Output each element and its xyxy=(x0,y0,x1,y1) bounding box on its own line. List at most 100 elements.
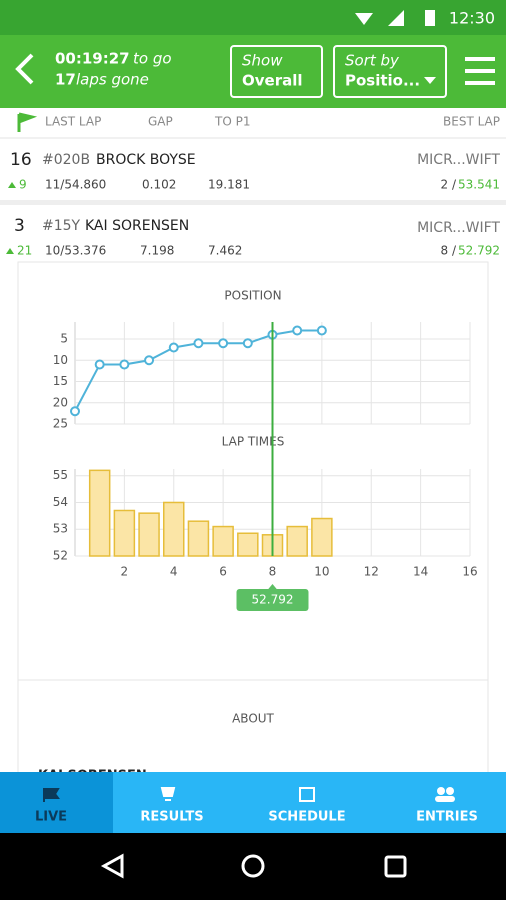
x-tick-label: 2 xyxy=(121,565,129,579)
y-tick-label: 25 xyxy=(53,417,68,431)
position-point xyxy=(242,338,253,349)
position-point xyxy=(119,359,130,370)
up-arrow xyxy=(8,182,16,188)
rider-row[interactable]: 3 #15Y KAI SORENSEN MICR...WIFT 21 10/53… xyxy=(6,216,500,258)
y-tick-label: 55 xyxy=(53,468,68,482)
last-lap: 10/53.376 xyxy=(45,244,106,258)
menu-bar xyxy=(465,69,495,73)
menu-bar xyxy=(465,81,495,85)
tab-icon xyxy=(160,787,176,801)
up-arrow xyxy=(6,248,14,254)
y-tick-label: 54 xyxy=(53,495,68,509)
lap-bar xyxy=(138,512,160,557)
tab-icon xyxy=(446,787,454,795)
to-p1: 19.181 xyxy=(208,178,250,192)
position-point xyxy=(168,342,179,353)
about-title: ABOUT xyxy=(232,712,274,726)
column-header xyxy=(0,108,506,138)
tab-label: SCHEDULE xyxy=(268,810,345,825)
dropdown-arrow xyxy=(424,77,436,84)
tab-label: RESULTS xyxy=(140,810,203,825)
lap-bar xyxy=(286,525,308,557)
position-point xyxy=(316,325,327,336)
divider xyxy=(0,200,506,205)
tab-icon xyxy=(435,796,455,802)
battery-icon xyxy=(425,10,435,26)
charts: 5 10 15 20 25 2 4 6 8 10 12 14 16 52 53 54 55 52.792 xyxy=(53,322,478,611)
to-go-label: to go xyxy=(133,50,172,68)
gap: 0.102 xyxy=(142,178,176,192)
menu-bar xyxy=(465,57,495,61)
column-label: GAP xyxy=(148,115,173,129)
x-tick-label: 16 xyxy=(462,565,477,579)
position-change: 21 xyxy=(17,244,32,258)
lap-bar xyxy=(237,532,259,557)
sort-value: Positio... xyxy=(345,72,420,90)
chart-title: POSITION xyxy=(224,289,281,303)
best-lap-time: 52.792 xyxy=(458,244,500,258)
lap-bar xyxy=(113,509,136,557)
show-value: Overall xyxy=(242,72,303,90)
tooltip xyxy=(236,589,309,611)
y-tick-label: 10 xyxy=(53,353,68,367)
x-tick-label: 12 xyxy=(364,565,379,579)
signal-icon xyxy=(388,10,404,26)
tab[interactable]: ENTRIES xyxy=(416,787,478,825)
rider-name: KAI SORENSEN xyxy=(85,218,189,234)
menu-button[interactable] xyxy=(465,57,495,85)
last-lap: 11/54.860 xyxy=(45,178,106,192)
tab-label: ENTRIES xyxy=(416,810,478,825)
rider-number: #020B xyxy=(42,152,90,168)
show-label: Show xyxy=(242,52,283,70)
team: MICR...WIFT xyxy=(417,220,500,236)
rider-number: #15Y xyxy=(42,218,81,234)
best-lap-number: 2 / xyxy=(441,178,457,192)
position-point xyxy=(193,338,204,349)
nav-recent[interactable] xyxy=(384,855,407,878)
position-point xyxy=(144,355,155,366)
time-to-go: 00:19:27 xyxy=(55,50,130,68)
best-lap-time: 53.541 xyxy=(458,178,500,192)
laps-label: laps gone xyxy=(76,71,149,89)
position: 16 xyxy=(10,150,32,170)
x-tick-label: 10 xyxy=(314,565,329,579)
tab[interactable]: LIVE xyxy=(35,788,67,825)
y-tick-label: 52 xyxy=(53,549,68,563)
sort-label: Sort by xyxy=(345,52,400,70)
show-button[interactable] xyxy=(230,45,323,98)
tab-icon xyxy=(43,788,60,802)
flag-icon xyxy=(17,112,38,132)
x-tick-label: 8 xyxy=(269,565,277,579)
column-label: TO P1 xyxy=(214,115,250,129)
back-button[interactable] xyxy=(15,53,34,85)
active-tab xyxy=(0,772,113,833)
detail-card xyxy=(17,261,489,783)
rider-row[interactable]: 16 #020B BROCK BOYSE MICR...WIFT 9 11/54… xyxy=(8,150,500,192)
best-lap-number: 8 / xyxy=(441,244,457,258)
position-point xyxy=(70,406,80,417)
gap: 7.198 xyxy=(140,244,174,258)
lap-bar xyxy=(88,469,111,557)
chart-title: LAP TIMES xyxy=(222,435,285,449)
to-p1: 7.462 xyxy=(208,244,242,258)
tab-icon xyxy=(299,787,315,802)
x-tick-label: 14 xyxy=(413,565,428,579)
y-tick-label: 53 xyxy=(53,522,68,536)
tab[interactable]: SCHEDULE xyxy=(268,787,346,825)
nav-bar xyxy=(0,833,506,900)
column-label: LAST LAP xyxy=(45,115,101,129)
column-label: BEST LAP xyxy=(443,115,500,129)
sort-button[interactable] xyxy=(333,45,447,98)
tab[interactable]: RESULTS xyxy=(140,787,204,825)
position-point xyxy=(292,325,303,336)
nav-home[interactable] xyxy=(241,854,265,878)
wifi-icon xyxy=(355,13,373,25)
tab-label: LIVE xyxy=(35,810,67,825)
position-point xyxy=(94,359,105,370)
team: MICR...WIFT xyxy=(417,152,500,168)
tooltip-label: 52.792 xyxy=(252,593,294,607)
rider-name: BROCK BOYSE xyxy=(96,152,196,168)
nav-back[interactable] xyxy=(100,853,124,879)
tooltip-pointer xyxy=(267,584,278,590)
